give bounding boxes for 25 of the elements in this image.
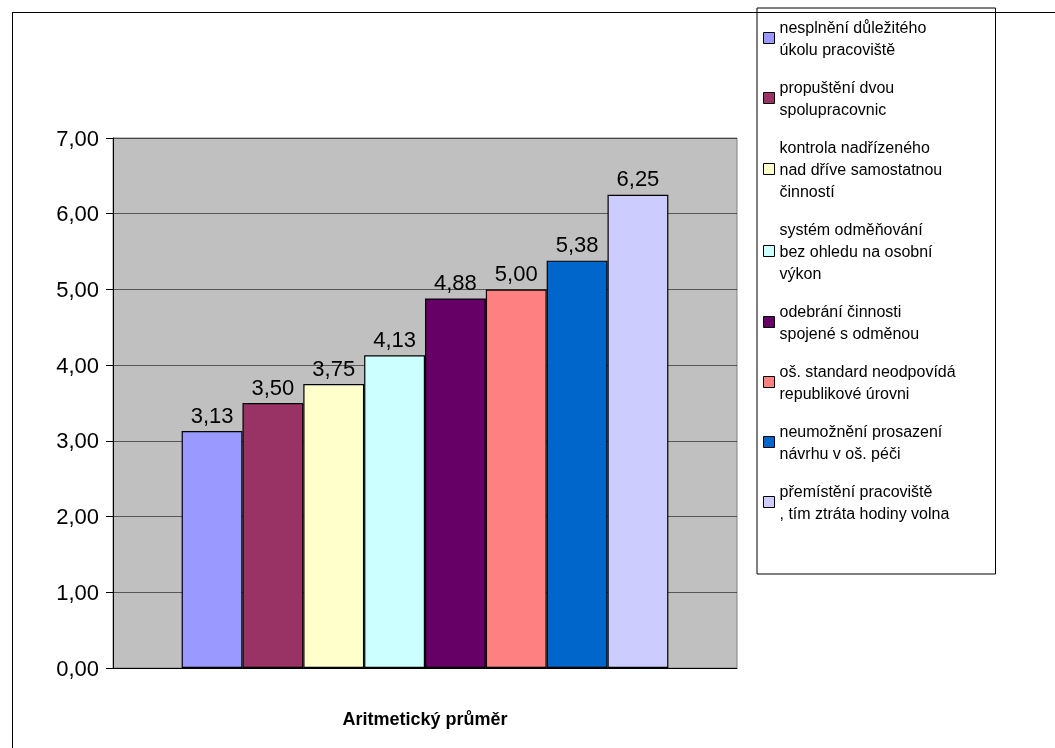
y-tick-label: 3,00 [56, 428, 99, 454]
legend-label: kontrola nadřízeného nad dříve samostatnou činností [779, 138, 947, 200]
y-tick-label: 2,00 [56, 504, 99, 530]
data-label: 5,38 [555, 232, 599, 258]
data-label: 4,13 [373, 326, 416, 352]
data-label: 6,25 [616, 166, 660, 192]
legend-label: přemístění pracoviště, tím ztráta hodiny volna [779, 482, 950, 522]
data-label: 4,88 [434, 270, 477, 296]
data-label: 5,00 [494, 260, 538, 286]
legend-label: odebrání činnosti spojené s odměnou [779, 302, 920, 342]
data-label: 3,50 [251, 374, 295, 400]
y-tick-label: 0,00 [56, 655, 99, 681]
y-tick-label: 7,00 [56, 125, 99, 151]
legend-label: propuštění dvou spolupracovnic [779, 78, 899, 118]
legend-label: neumožnění prosazení návrhu v oš. péči [779, 422, 947, 462]
legend-label: nesplnění důležitého úkolu pracoviště [779, 18, 931, 58]
x-axis-title: Aritmetický průměr [342, 709, 508, 729]
data-label: 3,13 [190, 402, 234, 428]
y-tick-label: 6,00 [56, 201, 99, 227]
legend-label: systém odměňování bez ohledu na osobní výkon [779, 220, 937, 282]
y-tick-label: 4,00 [56, 352, 99, 378]
data-label: 3,75 [312, 355, 356, 381]
y-tick-label: 1,00 [56, 579, 99, 605]
legend-label: oš. standard neodpovídá republikové úrovni [779, 362, 961, 402]
y-tick-label: 5,00 [56, 276, 99, 302]
